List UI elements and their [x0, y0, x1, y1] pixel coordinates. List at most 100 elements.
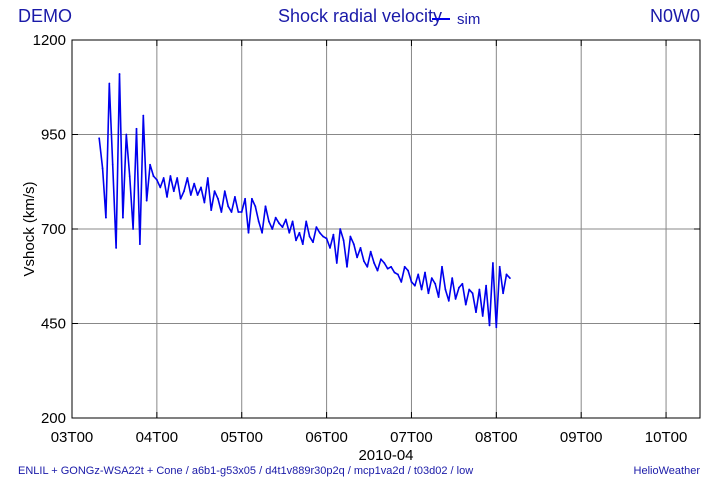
data-point — [492, 262, 494, 264]
data-point — [138, 243, 141, 246]
data-point — [427, 292, 430, 295]
data-point — [284, 218, 287, 221]
data-point — [257, 220, 260, 223]
data-point — [179, 197, 182, 200]
data-point — [291, 220, 294, 223]
data-point — [451, 277, 454, 280]
data-point — [125, 133, 128, 136]
data-point — [363, 260, 365, 263]
data-point — [509, 277, 511, 280]
data-point — [312, 241, 314, 244]
data-point — [298, 231, 301, 234]
position-label: N0W0 — [649, 6, 700, 26]
data-point — [152, 175, 155, 177]
y-tick-label: 700 — [41, 221, 66, 238]
data-point — [373, 262, 376, 264]
x-tick-label: 10T00 — [645, 429, 688, 446]
data-point — [261, 231, 263, 234]
data-point — [118, 73, 121, 75]
data-point — [105, 216, 107, 219]
data-point — [203, 201, 206, 204]
data-point — [128, 175, 131, 177]
data-point — [101, 167, 104, 170]
data-point — [461, 282, 464, 285]
data-point — [478, 288, 481, 291]
data-point — [481, 315, 484, 317]
data-point — [189, 194, 192, 196]
data-point — [441, 265, 443, 268]
data-point — [149, 163, 151, 166]
data-point — [237, 211, 240, 213]
data-point — [407, 269, 409, 272]
data-point — [115, 247, 118, 249]
data-point — [434, 282, 437, 285]
data-point — [169, 175, 172, 177]
data-point — [234, 195, 236, 198]
data-point — [274, 216, 277, 219]
data-point — [396, 273, 399, 276]
y-tick-label: 950 — [41, 127, 66, 144]
data-point — [502, 292, 505, 295]
data-point — [390, 265, 392, 268]
x-axis-label: 2010-04 — [358, 447, 413, 464]
data-point — [240, 211, 243, 213]
y-tick-label: 200 — [41, 410, 66, 427]
data-point — [315, 226, 318, 229]
data-point — [471, 292, 474, 295]
data-point — [281, 226, 284, 229]
data-point — [166, 195, 168, 198]
data-point — [98, 137, 101, 140]
data-point — [108, 82, 111, 85]
model-config-text: ENLIL + GONGz-WSA22t + Cone / a6b1-g53x0… — [18, 465, 474, 477]
x-tick-label: 07T00 — [390, 429, 433, 446]
data-point — [183, 190, 185, 193]
data-point — [145, 199, 148, 202]
y-tick-label: 450 — [41, 316, 66, 333]
data-point — [142, 114, 145, 117]
data-point — [318, 231, 321, 234]
x-tick-label: 03T00 — [51, 429, 94, 446]
data-point — [420, 288, 423, 291]
data-point — [383, 262, 386, 264]
data-point — [254, 205, 257, 208]
data-point — [172, 190, 175, 193]
x-tick-label: 05T00 — [220, 429, 263, 446]
data-point — [376, 269, 379, 272]
data-point — [200, 186, 202, 189]
x-tick-label: 04T00 — [136, 429, 179, 446]
data-point — [437, 296, 440, 298]
data-point — [295, 239, 297, 242]
data-point — [155, 178, 158, 181]
data-point — [162, 177, 165, 179]
data-point — [424, 271, 426, 274]
data-point — [369, 250, 372, 253]
legend-label: sim — [457, 11, 480, 28]
data-point — [458, 286, 460, 289]
data-point — [332, 233, 335, 236]
data-point — [488, 324, 491, 327]
data-point — [356, 256, 359, 259]
data-point — [193, 182, 196, 185]
data-point — [400, 281, 403, 283]
data-point — [244, 197, 247, 200]
data-point — [430, 277, 433, 280]
data-point — [247, 231, 250, 234]
data-point — [393, 271, 396, 274]
y-axis-label: Vshock (km/s) — [21, 181, 38, 276]
data-point — [505, 273, 508, 276]
data-point — [176, 177, 179, 179]
data-point — [342, 239, 345, 242]
data-point — [196, 194, 199, 196]
data-point — [410, 281, 413, 283]
data-point — [230, 211, 233, 213]
data-point — [403, 265, 406, 268]
data-point — [325, 237, 328, 240]
data-point — [485, 284, 488, 287]
data-point — [267, 220, 270, 223]
data-point — [213, 190, 216, 193]
data-point — [278, 222, 280, 225]
data-point — [308, 235, 311, 238]
data-point — [227, 205, 230, 208]
data-point — [359, 247, 362, 249]
